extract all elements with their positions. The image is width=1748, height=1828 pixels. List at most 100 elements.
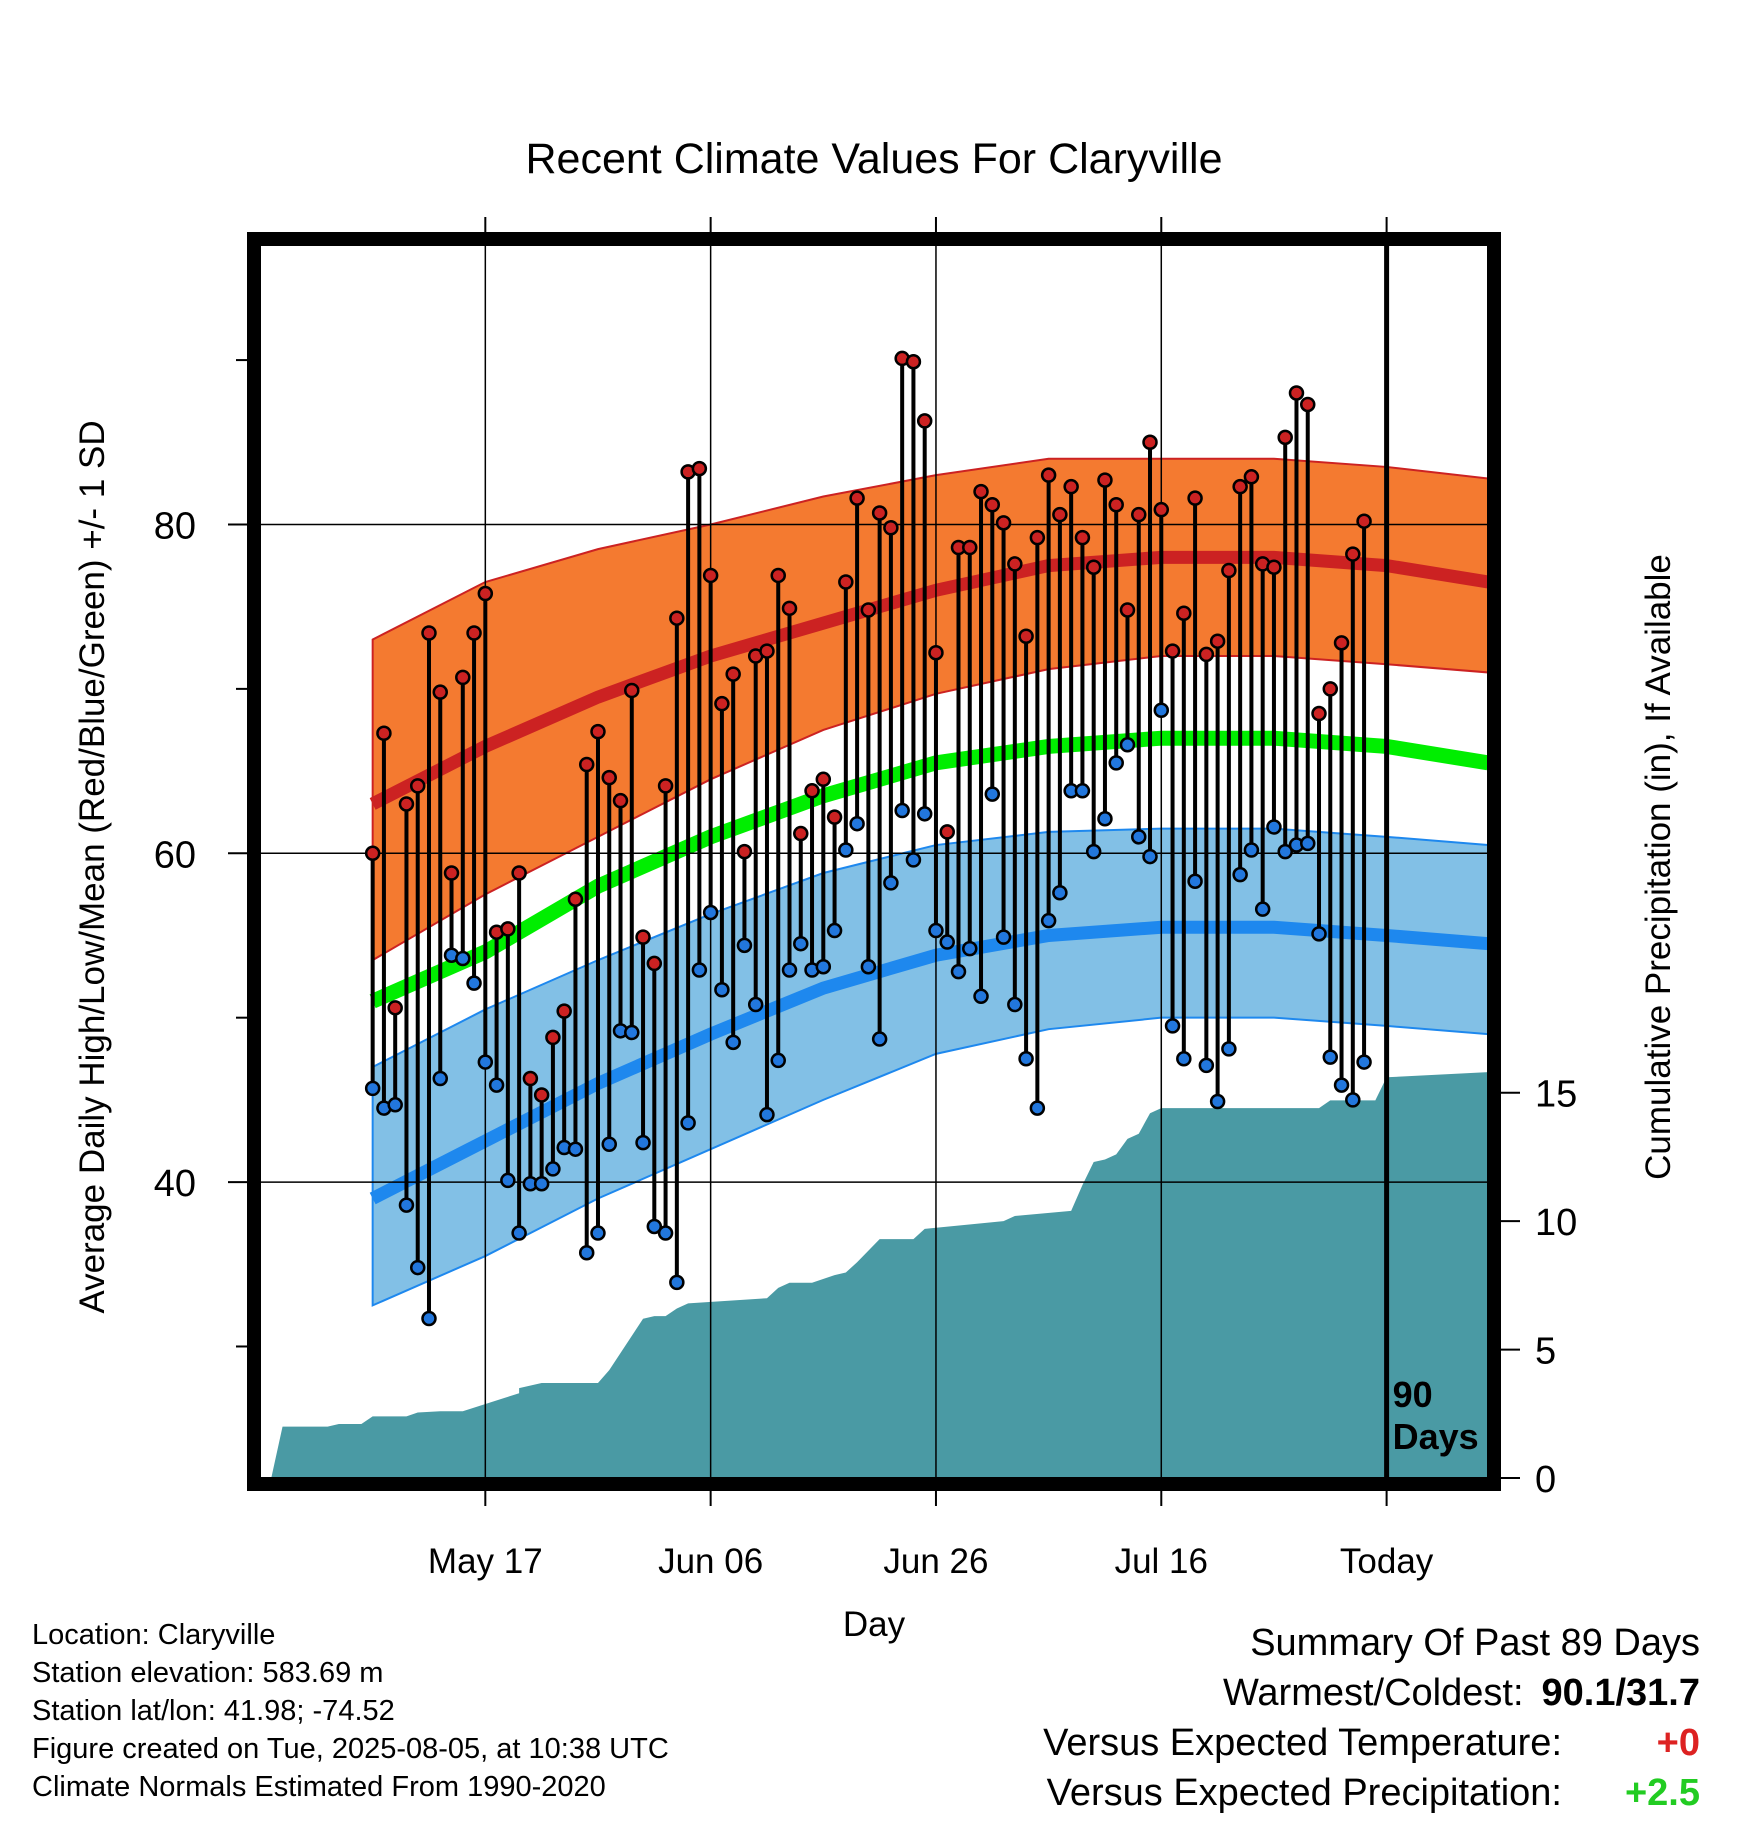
summary-panel: Summary Of Past 89 Days Warmest/Coldest:…: [800, 1618, 1700, 1818]
high-point: [657, 778, 674, 794]
low-point: [1131, 829, 1147, 845]
low-point: [1333, 1077, 1350, 1093]
high-point: [601, 769, 617, 786]
low-point: [1209, 1093, 1226, 1110]
low-point: [849, 815, 865, 832]
low-point: [759, 1106, 775, 1123]
low-point: [894, 802, 910, 819]
high-point: [1266, 559, 1282, 575]
low-point: [883, 875, 899, 891]
low-point: [1153, 702, 1170, 719]
high-point: [1322, 681, 1339, 697]
high-point: [736, 843, 753, 860]
low-point: [511, 1225, 527, 1241]
low-point: [995, 929, 1012, 945]
x-axis-label: Day: [843, 1605, 906, 1644]
high-point: [1085, 559, 1102, 575]
high-point: [578, 756, 595, 773]
info-latlon: Station lat/lon: 41.98; -74.52: [32, 1695, 395, 1727]
temp-vs-expected-label: Versus Expected Temperature:: [1043, 1722, 1562, 1764]
high-point: [1040, 467, 1057, 483]
high-point: [691, 460, 708, 477]
x-tick-label: Jun 06: [658, 1542, 763, 1581]
low-point: [1029, 1100, 1046, 1116]
high-point: [1018, 628, 1034, 645]
high-point: [781, 600, 798, 617]
high-point: [556, 1003, 572, 1019]
plot-frame: [247, 232, 1501, 1491]
low-point: [455, 950, 471, 967]
high-point: [1153, 501, 1170, 518]
x-tick-label: Jul 16: [1115, 1542, 1208, 1581]
high-point: [1108, 497, 1124, 513]
high-point: [1097, 472, 1113, 488]
low-point: [567, 1141, 584, 1157]
low-point: [1085, 843, 1102, 860]
low-point: [545, 1161, 561, 1177]
axes: 90 Days May 17 Jun 06 Jun 26 Jul 16 Today 40 60 8…: [154, 217, 1577, 1581]
high-point: [455, 669, 471, 686]
high-sd-band: [371, 457, 1488, 962]
low-point: [736, 937, 753, 954]
y-tick-label: 60: [154, 834, 196, 876]
high-point: [376, 725, 392, 742]
high-point: [962, 539, 978, 556]
x-tick-label: Today: [1340, 1542, 1434, 1581]
precip-vs-expected-value: +2.5: [1624, 1772, 1700, 1814]
low-point: [409, 1259, 426, 1276]
high-point: [624, 682, 640, 699]
low-point: [1221, 1041, 1237, 1057]
low-point: [916, 806, 933, 822]
low-point: [905, 852, 922, 868]
high-point: [860, 602, 877, 618]
high-point: [1311, 705, 1327, 722]
low-point: [635, 1134, 651, 1151]
low-point: [714, 981, 730, 998]
low-point: [646, 1218, 663, 1235]
summary-title: Summary Of Past 89 Days: [1250, 1622, 1700, 1664]
info-elevation: Station elevation: 583.69 m: [32, 1657, 384, 1689]
high-point: [1176, 605, 1192, 622]
low-point: [1322, 1049, 1339, 1065]
high-point: [1131, 506, 1147, 523]
high-point: [1164, 643, 1181, 659]
high-point: [1221, 562, 1237, 579]
low-point: [826, 922, 843, 939]
low-point: [747, 996, 764, 1013]
plot-area: [260, 245, 1488, 1478]
high-point: [995, 515, 1012, 531]
high-point: [714, 695, 730, 712]
high-point: [477, 585, 494, 602]
info-created: Figure created on Tue, 2025-08-05, at 10…: [32, 1733, 669, 1765]
low-point: [421, 1310, 437, 1327]
high-point: [443, 865, 460, 881]
high-point: [1007, 556, 1023, 572]
low-point: [578, 1245, 595, 1261]
low-point: [533, 1175, 550, 1192]
low-point: [500, 1172, 516, 1189]
low-point: [488, 1077, 505, 1093]
low-point: [1345, 1092, 1361, 1108]
high-point: [567, 891, 584, 908]
y-tick-label: 80: [154, 505, 196, 547]
high-point: [1345, 546, 1361, 562]
low-point: [1232, 866, 1248, 883]
low-point: [781, 962, 798, 978]
low-point: [1097, 811, 1113, 827]
high-point: [635, 929, 651, 945]
low-point: [387, 1097, 403, 1113]
high-point: [1288, 385, 1305, 401]
low-point: [871, 1031, 888, 1047]
low-point: [815, 958, 832, 975]
summary-title-row: Summary Of Past 89 Days: [800, 1618, 1700, 1668]
high-point: [364, 845, 381, 862]
high-point: [883, 520, 899, 536]
low-point: [793, 935, 809, 952]
precip-tick-label: 10: [1535, 1202, 1577, 1244]
high-point: [1299, 396, 1316, 413]
low-point: [962, 940, 978, 957]
high-point: [871, 505, 888, 521]
low-point: [1142, 848, 1158, 865]
low-point: [1243, 842, 1260, 858]
